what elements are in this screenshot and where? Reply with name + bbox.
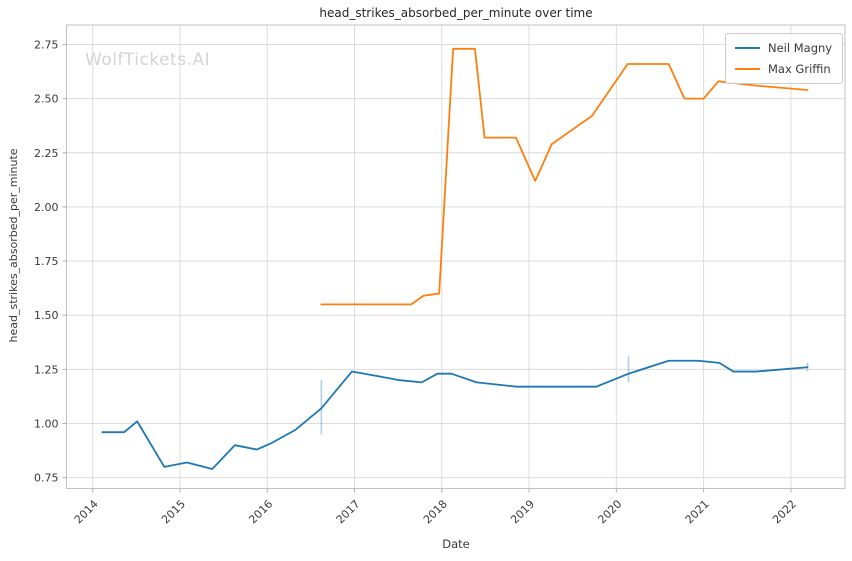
legend-entry-max-griffin: Max Griffin [735, 62, 832, 76]
legend-line-sample [735, 47, 760, 49]
x-tick-label-2019: 2019 [508, 497, 537, 526]
series-line-max-griffin [320, 47, 809, 306]
x-tick-label-2017: 2017 [334, 497, 363, 526]
x-tick-label-2014: 2014 [72, 497, 101, 526]
x-tick-label-2018: 2018 [421, 497, 450, 526]
y-tick-label-2.00: 2.00 [34, 201, 59, 214]
x-tick-label-2020: 2020 [595, 497, 624, 526]
y-tick-label-2.25: 2.25 [34, 147, 59, 160]
legend-entry-neil-magny: Neil Magny [735, 41, 832, 55]
y-axis-label: head_strikes_absorbed_per_minute [7, 148, 20, 343]
y-tick-label-2.50: 2.50 [34, 93, 59, 106]
legend: Neil Magny Max Griffin [725, 33, 844, 84]
y-tick-label-1.25: 1.25 [34, 363, 59, 376]
legend-label: Max Griffin [768, 62, 831, 76]
plot-spines [66, 24, 846, 489]
y-tick-label-0.75: 0.75 [34, 472, 59, 485]
legend-line-sample [735, 68, 760, 70]
x-tick-label-2016: 2016 [246, 497, 275, 526]
x-tick-label-2022: 2022 [770, 497, 799, 526]
x-axis-label: Date [442, 537, 470, 551]
chart-title: head_strikes_absorbed_per_minute over ti… [319, 6, 593, 20]
x-tick-label-2021: 2021 [683, 497, 712, 526]
series-line-neil-magny [101, 359, 809, 470]
y-tick-label-2.75: 2.75 [34, 38, 59, 51]
x-tick-label-2015: 2015 [159, 497, 188, 526]
y-tick-label-1.00: 1.00 [34, 418, 59, 431]
y-tick-label-1.75: 1.75 [34, 255, 59, 268]
legend-label: Neil Magny [768, 41, 833, 55]
y-tick-label-1.50: 1.50 [34, 309, 59, 322]
watermark: WolfTickets.AI [85, 50, 211, 70]
